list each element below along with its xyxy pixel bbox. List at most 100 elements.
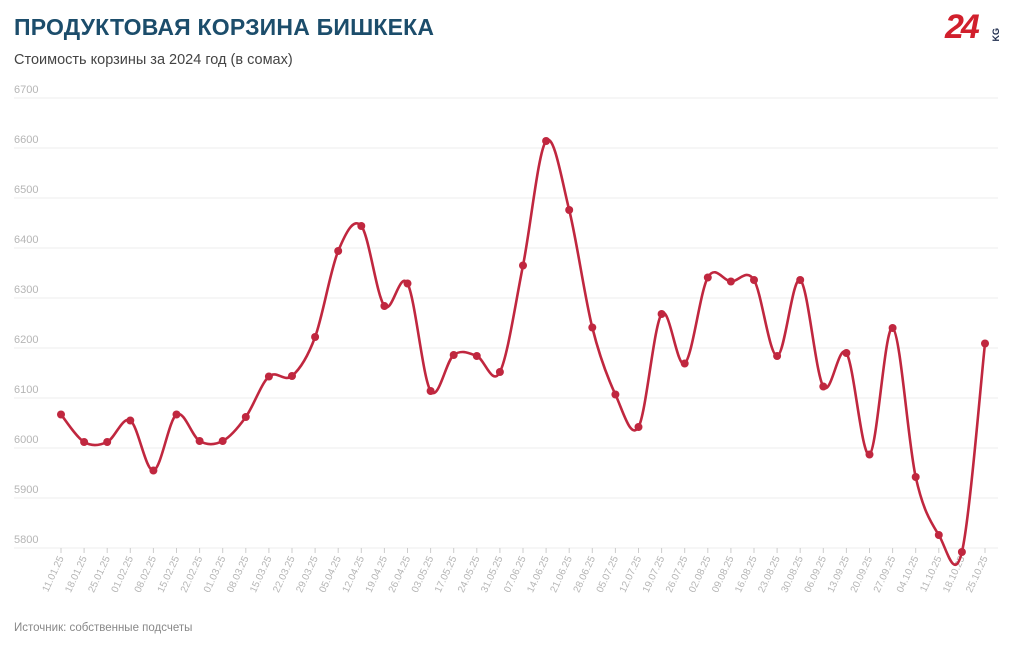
x-tick-label: 07.06.25 (502, 554, 529, 594)
data-point-15.03.25 (264, 372, 273, 381)
x-tick-label: 06.09.25 (803, 554, 830, 594)
x-tick-label: 25.10.25 (964, 554, 991, 594)
data-point-17.05.25 (449, 351, 458, 359)
x-tick-label: 01.03.25 (202, 554, 229, 594)
data-point-20.09.25 (865, 450, 874, 459)
y-tick-label: 6200 (14, 334, 38, 346)
x-tick-label: 26.04.25 (387, 554, 414, 594)
y-tick-label: 6100 (14, 384, 38, 396)
data-point-27.09.25 (888, 324, 897, 332)
data-point-08.02.25 (149, 466, 158, 475)
data-point-29.03.25 (311, 333, 320, 341)
x-tick-label: 11.10.25 (918, 554, 944, 594)
x-tick-label: 22.02.25 (179, 554, 206, 594)
data-point-28.06.25 (588, 323, 597, 332)
data-point-16.08.25 (750, 276, 758, 284)
data-point-05.04.25 (334, 247, 343, 255)
x-tick-label: 19.04.25 (364, 554, 391, 594)
x-tick-label: 30.08.25 (779, 554, 806, 594)
data-point-31.05.25 (495, 368, 504, 376)
data-point-07.06.25 (519, 261, 527, 270)
x-tick-label: 08.03.25 (225, 554, 252, 594)
x-tick-label: 11.01.25 (41, 554, 67, 594)
x-tick-label: 24.05.25 (456, 554, 483, 594)
x-tick-label: 31.05.25 (479, 554, 506, 594)
data-point-06.09.25 (819, 382, 828, 391)
data-point-04.10.25 (911, 473, 920, 481)
x-tick-label: 05.04.25 (317, 554, 344, 594)
data-point-23.08.25 (773, 352, 782, 360)
data-point-30.08.25 (796, 276, 805, 284)
y-tick-label: 6700 (14, 84, 38, 96)
x-tick-label: 20.09.25 (849, 554, 876, 594)
data-point-26.04.25 (403, 279, 412, 288)
x-axis-ticks: 11.01.2518.01.2525.01.2501.02.2508.02.25… (41, 548, 991, 595)
data-point-22.03.25 (288, 372, 296, 380)
brand-logo: 24 KG (945, 8, 1001, 50)
x-tick-label: 02.08.25 (687, 554, 714, 594)
data-point-24.05.25 (472, 352, 481, 360)
data-point-26.07.25 (680, 359, 689, 368)
x-tick-label: 22.03.25 (271, 554, 298, 594)
x-tick-label: 29.03.25 (294, 554, 321, 594)
data-point-09.08.25 (726, 277, 735, 286)
data-point-01.02.25 (126, 416, 135, 425)
y-tick-label: 6400 (14, 234, 38, 246)
x-tick-label: 28.06.25 (572, 554, 599, 594)
data-point-15.02.25 (172, 410, 181, 419)
x-tick-label: 03.05.25 (410, 554, 437, 594)
x-tick-label: 23.08.25 (756, 554, 783, 594)
data-point-19.07.25 (657, 310, 666, 318)
data-point-05.07.25 (611, 390, 620, 399)
x-tick-label: 13.09.25 (826, 554, 853, 594)
x-tick-label: 14.06.25 (525, 554, 552, 594)
series-line (59, 138, 987, 567)
y-tick-label: 6300 (14, 284, 38, 296)
data-point-12.04.25 (357, 222, 366, 230)
data-point-21.06.25 (565, 206, 574, 214)
x-tick-label: 01.02.25 (110, 554, 137, 594)
y-tick-label: 5800 (14, 534, 38, 546)
source-note: Источник: собственные подсчеты (14, 622, 193, 634)
x-tick-label: 04.10.25 (895, 554, 922, 594)
data-point-02.08.25 (703, 273, 712, 282)
x-tick-label: 19.07.25 (641, 554, 668, 594)
data-point-18.01.25 (80, 438, 89, 446)
data-point-11.10.25 (934, 531, 943, 539)
data-point-08.03.25 (241, 413, 250, 421)
chart-subtitle: Стоимость корзины за 2024 год (в сомах) (14, 52, 293, 68)
data-point-19.04.25 (380, 302, 389, 310)
x-tick-label: 21.06.25 (548, 554, 575, 594)
chart-title: ПРОДУКТОВАЯ КОРЗИНА БИШКЕКА (14, 14, 435, 40)
x-tick-label: 27.09.25 (872, 554, 899, 594)
y-tick-label: 6000 (14, 434, 38, 446)
x-tick-label: 12.07.25 (618, 554, 645, 594)
data-point-18.10.25 (957, 548, 966, 556)
y-axis-ticks: 5800 5900 6000 6100 6200 6300 6400 6500 6600 6700 (14, 84, 38, 546)
data-point-25.10.25 (981, 339, 989, 348)
x-tick-label: 08.02.25 (133, 554, 160, 594)
y-tick-label: 6500 (14, 184, 38, 196)
x-tick-label: 26.07.25 (664, 554, 691, 594)
y-tick-label: 5900 (14, 484, 38, 496)
x-tick-label: 05.07.25 (595, 554, 622, 594)
x-tick-label: 18.01.25 (63, 554, 90, 594)
grid-lines (14, 97, 998, 549)
x-tick-label: 25.01.25 (86, 554, 113, 594)
x-tick-label: 15.02.25 (156, 554, 183, 594)
data-point-14.06.25 (542, 137, 551, 145)
x-tick-label: 16.08.25 (733, 554, 760, 594)
x-tick-label: 17.05.25 (433, 554, 460, 594)
data-point-25.01.25 (103, 438, 112, 446)
data-point-13.09.25 (842, 349, 851, 357)
x-tick-label: 18.10.25 (941, 554, 968, 594)
data-point-11.01.25 (57, 410, 65, 419)
x-tick-label: 12.04.25 (341, 554, 368, 594)
data-point-12.07.25 (634, 423, 643, 431)
data-points (57, 137, 989, 556)
data-point-22.02.25 (195, 437, 204, 445)
y-tick-label: 6600 (14, 134, 38, 146)
logo-number: 24 (945, 8, 980, 46)
data-point-01.03.25 (218, 437, 227, 445)
